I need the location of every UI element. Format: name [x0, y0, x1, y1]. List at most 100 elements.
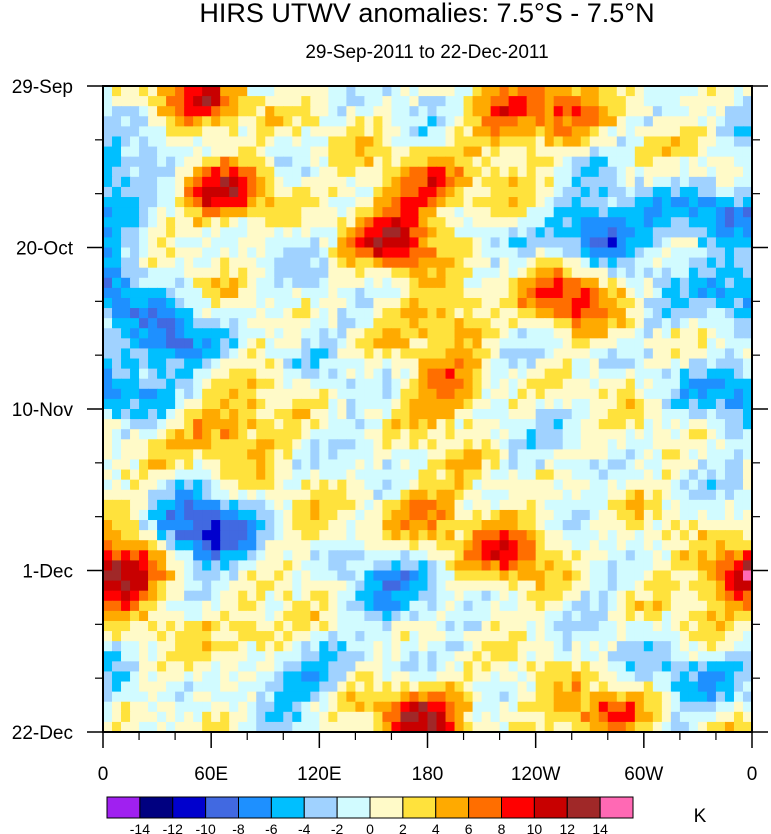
heatmap-cell — [283, 227, 293, 238]
heatmap-cell — [184, 186, 194, 198]
heatmap-cell — [643, 338, 654, 350]
heatmap-cell — [706, 126, 717, 138]
heatmap-cell — [382, 126, 393, 138]
heatmap-cell — [364, 267, 375, 279]
heatmap-cell — [544, 600, 555, 612]
heatmap-cell — [454, 156, 465, 168]
heatmap-cell — [418, 368, 429, 380]
heatmap-cell — [364, 520, 375, 531]
heatmap-cell — [337, 136, 347, 148]
heatmap-cell — [544, 207, 555, 218]
heatmap-cell — [490, 156, 501, 168]
heatmap-cell — [607, 439, 618, 450]
heatmap-cell — [238, 348, 248, 360]
heatmap-cell — [499, 439, 510, 450]
heatmap-cell — [274, 156, 284, 168]
heatmap-cell — [121, 176, 131, 188]
heatmap-cell — [643, 691, 654, 703]
heatmap-cell — [679, 661, 690, 673]
heatmap-cell — [562, 590, 573, 602]
heatmap-cell — [535, 126, 546, 138]
heatmap-cell — [733, 550, 744, 561]
heatmap-cell — [553, 590, 564, 602]
heatmap-cell — [265, 600, 275, 612]
heatmap-cell — [418, 287, 429, 299]
heatmap-cell — [148, 721, 158, 733]
heatmap-cell — [220, 499, 230, 511]
heatmap-cell — [616, 580, 627, 592]
heatmap-cell — [382, 570, 393, 582]
heatmap-cell — [265, 186, 275, 198]
heatmap-cell — [301, 641, 311, 652]
heatmap-cell — [499, 106, 510, 117]
heatmap-cell — [634, 540, 645, 551]
heatmap-cell — [202, 499, 212, 511]
heatmap-cell — [697, 469, 708, 481]
heatmap-cell — [337, 176, 347, 188]
heatmap-cell — [211, 277, 221, 289]
heatmap-cell — [211, 237, 221, 249]
heatmap-cell — [472, 318, 483, 329]
heatmap-cell — [499, 287, 510, 299]
heatmap-cell — [544, 509, 555, 521]
heatmap-cell — [616, 449, 627, 461]
heatmap-cell — [400, 681, 411, 693]
heatmap-cell — [328, 701, 338, 713]
heatmap-cell — [166, 308, 176, 319]
heatmap-cell — [292, 257, 302, 269]
heatmap-cell — [454, 287, 465, 299]
heatmap-cell — [589, 207, 600, 218]
heatmap-cell — [301, 247, 311, 259]
heatmap-cell — [679, 398, 690, 410]
heatmap-cell — [121, 86, 131, 97]
heatmap-cell — [319, 348, 329, 360]
heatmap-cell — [265, 237, 275, 249]
heatmap-cell — [130, 227, 140, 238]
heatmap-cell — [382, 429, 393, 440]
heatmap-cell — [625, 530, 636, 541]
heatmap-cell — [661, 378, 672, 390]
heatmap-cell — [652, 146, 663, 158]
heatmap-cell — [553, 237, 564, 249]
heatmap-cell — [724, 631, 735, 642]
heatmap-cell — [121, 671, 131, 683]
heatmap-cell — [193, 277, 203, 289]
heatmap-cell — [697, 257, 708, 269]
heatmap-cell — [319, 499, 329, 511]
heatmap-cell — [409, 287, 420, 299]
heatmap-cell — [517, 86, 528, 97]
heatmap-cell — [742, 126, 753, 138]
heatmap-cell — [130, 328, 140, 339]
heatmap-cell — [472, 701, 483, 713]
heatmap-cell — [139, 247, 149, 259]
heatmap-cell — [211, 671, 221, 683]
heatmap-cell — [697, 409, 708, 420]
heatmap-cell — [130, 590, 140, 602]
heatmap-cell — [562, 398, 573, 410]
heatmap-cell — [193, 409, 203, 420]
heatmap-cell — [607, 348, 618, 360]
heatmap-cell — [256, 267, 266, 279]
heatmap-cell — [202, 550, 212, 561]
heatmap-cell — [238, 560, 248, 572]
heatmap-cell — [139, 651, 149, 662]
heatmap-cell — [382, 560, 393, 572]
heatmap-cell — [463, 126, 474, 138]
heatmap-cell — [265, 479, 275, 491]
heatmap-cell — [391, 257, 402, 269]
heatmap-cell — [319, 207, 329, 218]
heatmap-cell — [472, 721, 483, 733]
heatmap-cell — [130, 156, 140, 168]
heatmap-cell — [643, 328, 654, 339]
heatmap-cell — [463, 247, 474, 259]
colorbar-label: -4 — [298, 821, 311, 834]
heatmap-cell — [589, 570, 600, 582]
heatmap-cell — [337, 620, 347, 632]
heatmap-cell — [175, 378, 185, 390]
heatmap-cell — [193, 509, 203, 521]
heatmap-cell — [301, 277, 311, 289]
heatmap-cell — [265, 277, 275, 289]
heatmap-cell — [490, 721, 501, 733]
heatmap-cell — [193, 378, 203, 390]
heatmap-cell — [355, 207, 365, 218]
